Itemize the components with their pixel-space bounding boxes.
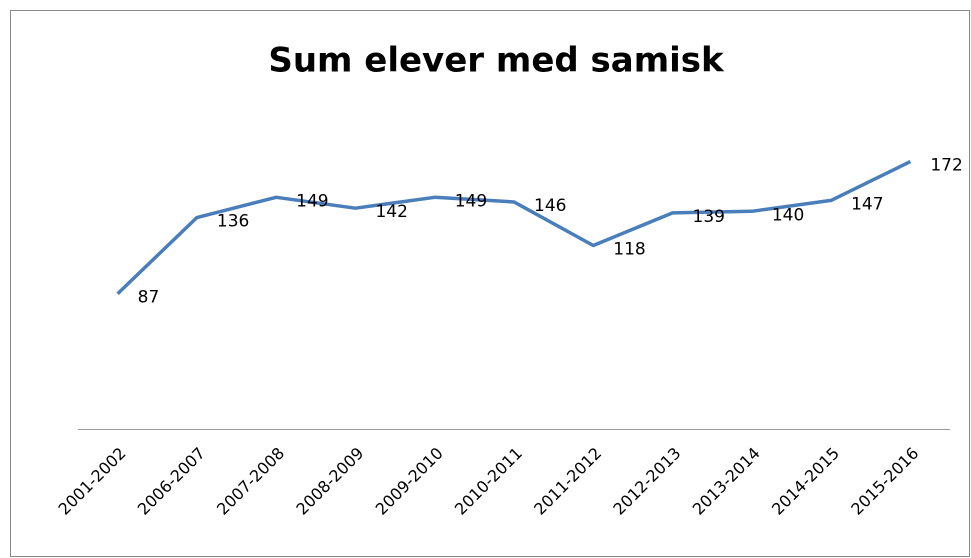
data-label: 136 (217, 212, 249, 232)
data-label: 139 (693, 207, 725, 227)
data-label: 149 (296, 191, 328, 211)
data-label: 146 (534, 196, 566, 216)
data-label: 172 (930, 156, 962, 176)
data-label: 149 (455, 191, 487, 211)
chart-frame (10, 10, 970, 557)
data-label: 140 (772, 205, 804, 225)
data-label: 142 (375, 202, 407, 222)
chart-title: Sum elever med samisk (268, 41, 725, 81)
data-label: 118 (613, 240, 645, 260)
data-label: 87 (138, 288, 160, 308)
data-label: 147 (851, 194, 883, 214)
data-line (116, 159, 912, 295)
